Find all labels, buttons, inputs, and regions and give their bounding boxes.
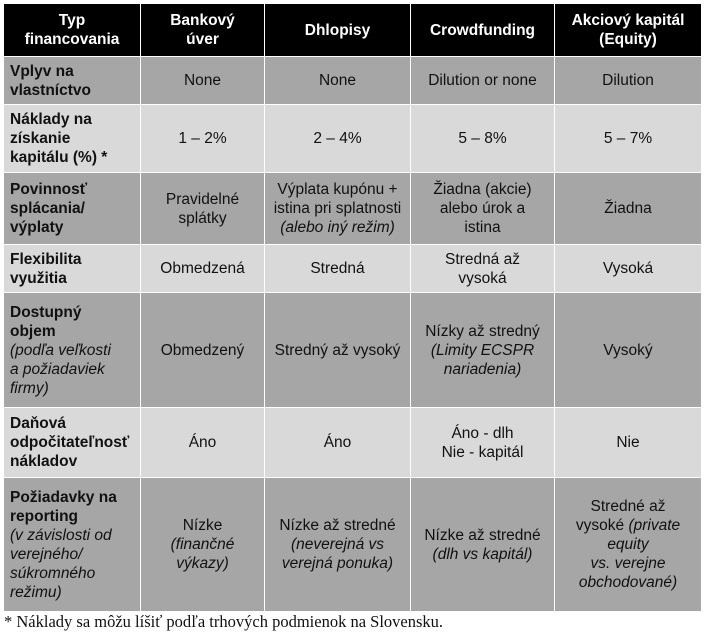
table-cell: Áno - dlh Nie - kapitál <box>410 407 555 478</box>
table-cell: Stredná <box>264 244 411 293</box>
table-row: Náklady na získanie kapitálu (%) * 1 – 2% … <box>3 104 702 173</box>
table-row: Daňová odpočitateľnosť nákladov Áno Áno Án… <box>3 407 702 478</box>
table-cell: Obmedzený <box>140 292 265 408</box>
row-label: Náklady na získanie kapitálu (%) * <box>3 104 141 173</box>
table-cell: Výplata kupónu + istina pri splatnosti (al… <box>264 172 411 245</box>
table-cell: Nízke (finančné výkazy) <box>140 477 265 612</box>
table-cell: Áno <box>140 407 265 478</box>
table-cell: Áno <box>264 407 411 478</box>
table-cell: Dilution or none <box>410 56 555 105</box>
table-cell: Obmedzená <box>140 244 265 293</box>
table-cell: Žiadna (akcie) alebo úrok a istina <box>410 172 555 245</box>
table-cell: Nie <box>554 407 702 478</box>
table-cell: Nízke až stredné (dlh vs kapitál) <box>410 477 555 612</box>
row-label: Dostupný objem (podľa veľkosti a požiadavi… <box>3 292 141 408</box>
table-cell: 2 – 4% <box>264 104 411 173</box>
row-label: Povinnosť splácania/výplaty <box>3 172 141 245</box>
table-cell: Nízke až stredné (neverejná vs verejná po… <box>264 477 411 612</box>
header-row: Typ financovania Bankový úver Dhlopisy Cro… <box>3 3 702 57</box>
table-cell: 5 – 7% <box>554 104 702 173</box>
table-row: Dostupný objem (podľa veľkosti a požiadavi… <box>3 292 702 408</box>
table-cell: 1 – 2% <box>140 104 265 173</box>
header-bank-loan: Bankový úver <box>140 3 265 57</box>
table-cell: Dilution <box>554 56 702 105</box>
table-cell: None <box>264 56 411 105</box>
header-equity: Akciový kapitál (Equity) <box>554 3 702 57</box>
row-label: Flexibilita využitia <box>3 244 141 293</box>
table-cell: Vysoký <box>554 292 702 408</box>
footnote: * Náklady sa môžu líšiť podľa trhových p… <box>4 612 444 631</box>
financing-comparison-table: Typ financovania Bankový úver Dhlopisy Cro… <box>3 3 702 612</box>
table-cell: None <box>140 56 265 105</box>
header-bonds: Dhlopisy <box>264 3 411 57</box>
table-row: Vplyv na vlastníctvo None None Dilution o… <box>3 56 702 105</box>
row-label: Daňová odpočitateľnosť nákladov <box>3 407 141 478</box>
table-cell: Žiadna <box>554 172 702 245</box>
header-financing-type: Typ financovania <box>3 3 141 57</box>
table-cell: Stredné až vysoké (private equity vs. ver… <box>554 477 702 612</box>
row-label: Vplyv na vlastníctvo <box>3 56 141 105</box>
table-cell: Vysoká <box>554 244 702 293</box>
table-cell: 5 – 8% <box>410 104 555 173</box>
header-crowdfunding: Crowdfunding <box>410 3 555 57</box>
table-cell: Stredný až vysoký <box>264 292 411 408</box>
table-cell: Nízky až stredný (Limity ECSPR nariadenia… <box>410 292 555 408</box>
row-label: Požiadavky na reporting (v závislosti od v… <box>3 477 141 612</box>
table-row: Flexibilita využitia Obmedzená Stredná St… <box>3 244 702 293</box>
table-row: Povinnosť splácania/výplaty Pravidelné spl… <box>3 172 702 245</box>
table-cell: Stredná až vysoká <box>410 244 555 293</box>
table-row: Požiadavky na reporting (v závislosti od v… <box>3 477 702 612</box>
table-cell: Pravidelné splátky <box>140 172 265 245</box>
